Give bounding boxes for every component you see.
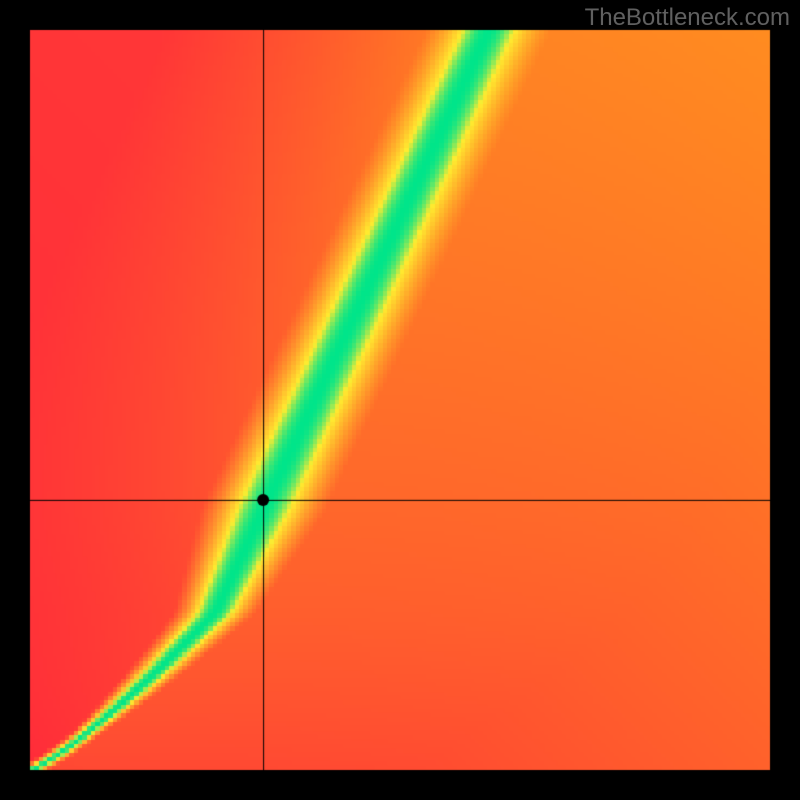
chart-container: TheBottleneck.com [0,0,800,800]
bottleneck-heatmap [0,0,800,800]
watermark-text: TheBottleneck.com [585,4,790,32]
